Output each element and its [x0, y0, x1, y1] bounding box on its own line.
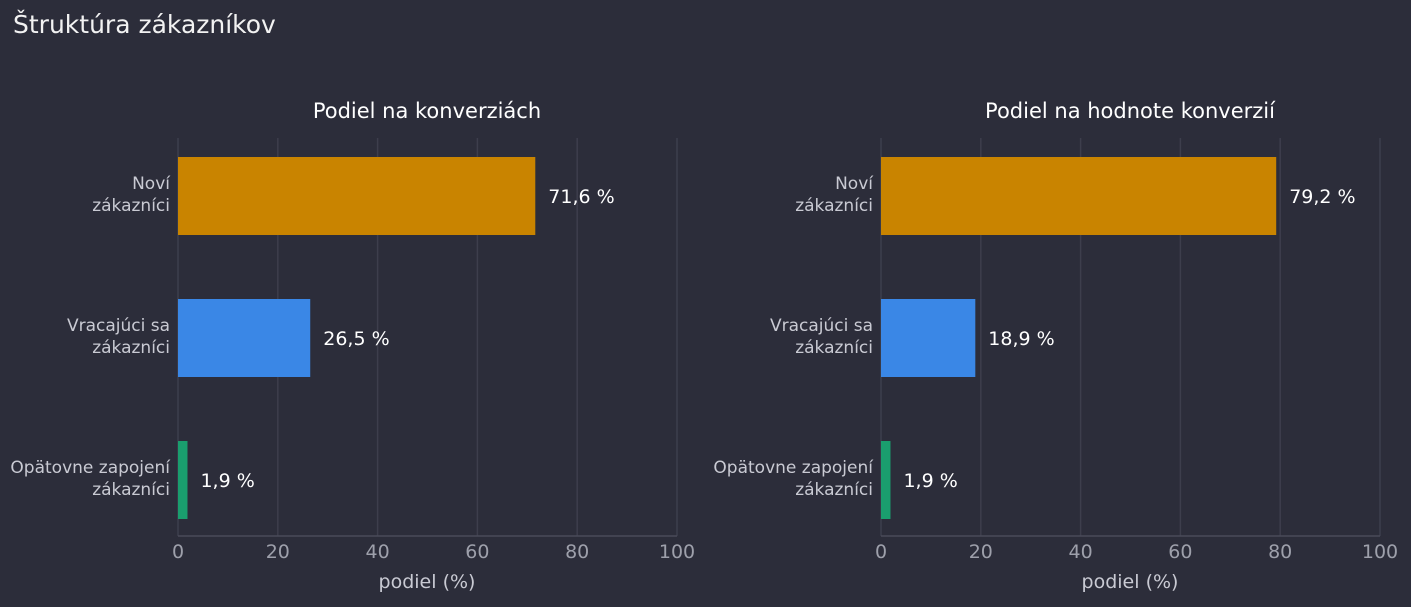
data-label: 71,6 %: [548, 186, 614, 208]
category-label: Opätovne zapojení: [10, 458, 171, 478]
data-label: 26,5 %: [323, 328, 389, 350]
x-tick-label: 0: [172, 541, 184, 563]
category-label: zákazníci: [92, 480, 170, 500]
x-tick-label: 80: [1268, 541, 1292, 563]
x-tick-label: 100: [1362, 541, 1398, 563]
x-tick-label: 40: [1069, 541, 1093, 563]
bar: [881, 299, 976, 377]
x-tick-label: 0: [875, 541, 887, 563]
chart-title: Podiel na konverziách: [313, 99, 541, 123]
x-axis-label: podiel (%): [379, 571, 476, 593]
category-label: zákazníci: [795, 338, 873, 358]
category-label: Vracajúci sa: [67, 316, 170, 336]
category-label: zákazníci: [795, 196, 873, 216]
data-label: 18,9 %: [988, 328, 1054, 350]
x-tick-label: 60: [1168, 541, 1192, 563]
bar: [178, 157, 536, 235]
x-tick-label: 20: [266, 541, 290, 563]
x-tick-label: 20: [969, 541, 993, 563]
category-label: zákazníci: [92, 338, 170, 358]
bar: [881, 441, 891, 519]
category-label: Noví: [132, 174, 171, 194]
chart-title: Podiel na hodnote konverzií: [985, 99, 1276, 123]
bar: [178, 441, 188, 519]
x-axis-label: podiel (%): [1082, 571, 1179, 593]
category-label: zákazníci: [795, 480, 873, 500]
category-label: zákazníci: [92, 196, 170, 216]
data-label: 1,9 %: [200, 470, 254, 492]
category-label: Opätovne zapojení: [713, 458, 874, 478]
bar: [881, 157, 1277, 235]
data-label: 79,2 %: [1289, 186, 1355, 208]
data-label: 1,9 %: [903, 470, 957, 492]
page-title: Štruktúra zákazníkov: [13, 10, 276, 39]
x-tick-label: 80: [565, 541, 589, 563]
x-tick-label: 60: [465, 541, 489, 563]
category-label: Vracajúci sa: [770, 316, 873, 336]
x-tick-label: 100: [659, 541, 695, 563]
x-tick-label: 40: [366, 541, 390, 563]
bar: [178, 299, 311, 377]
category-label: Noví: [835, 174, 874, 194]
